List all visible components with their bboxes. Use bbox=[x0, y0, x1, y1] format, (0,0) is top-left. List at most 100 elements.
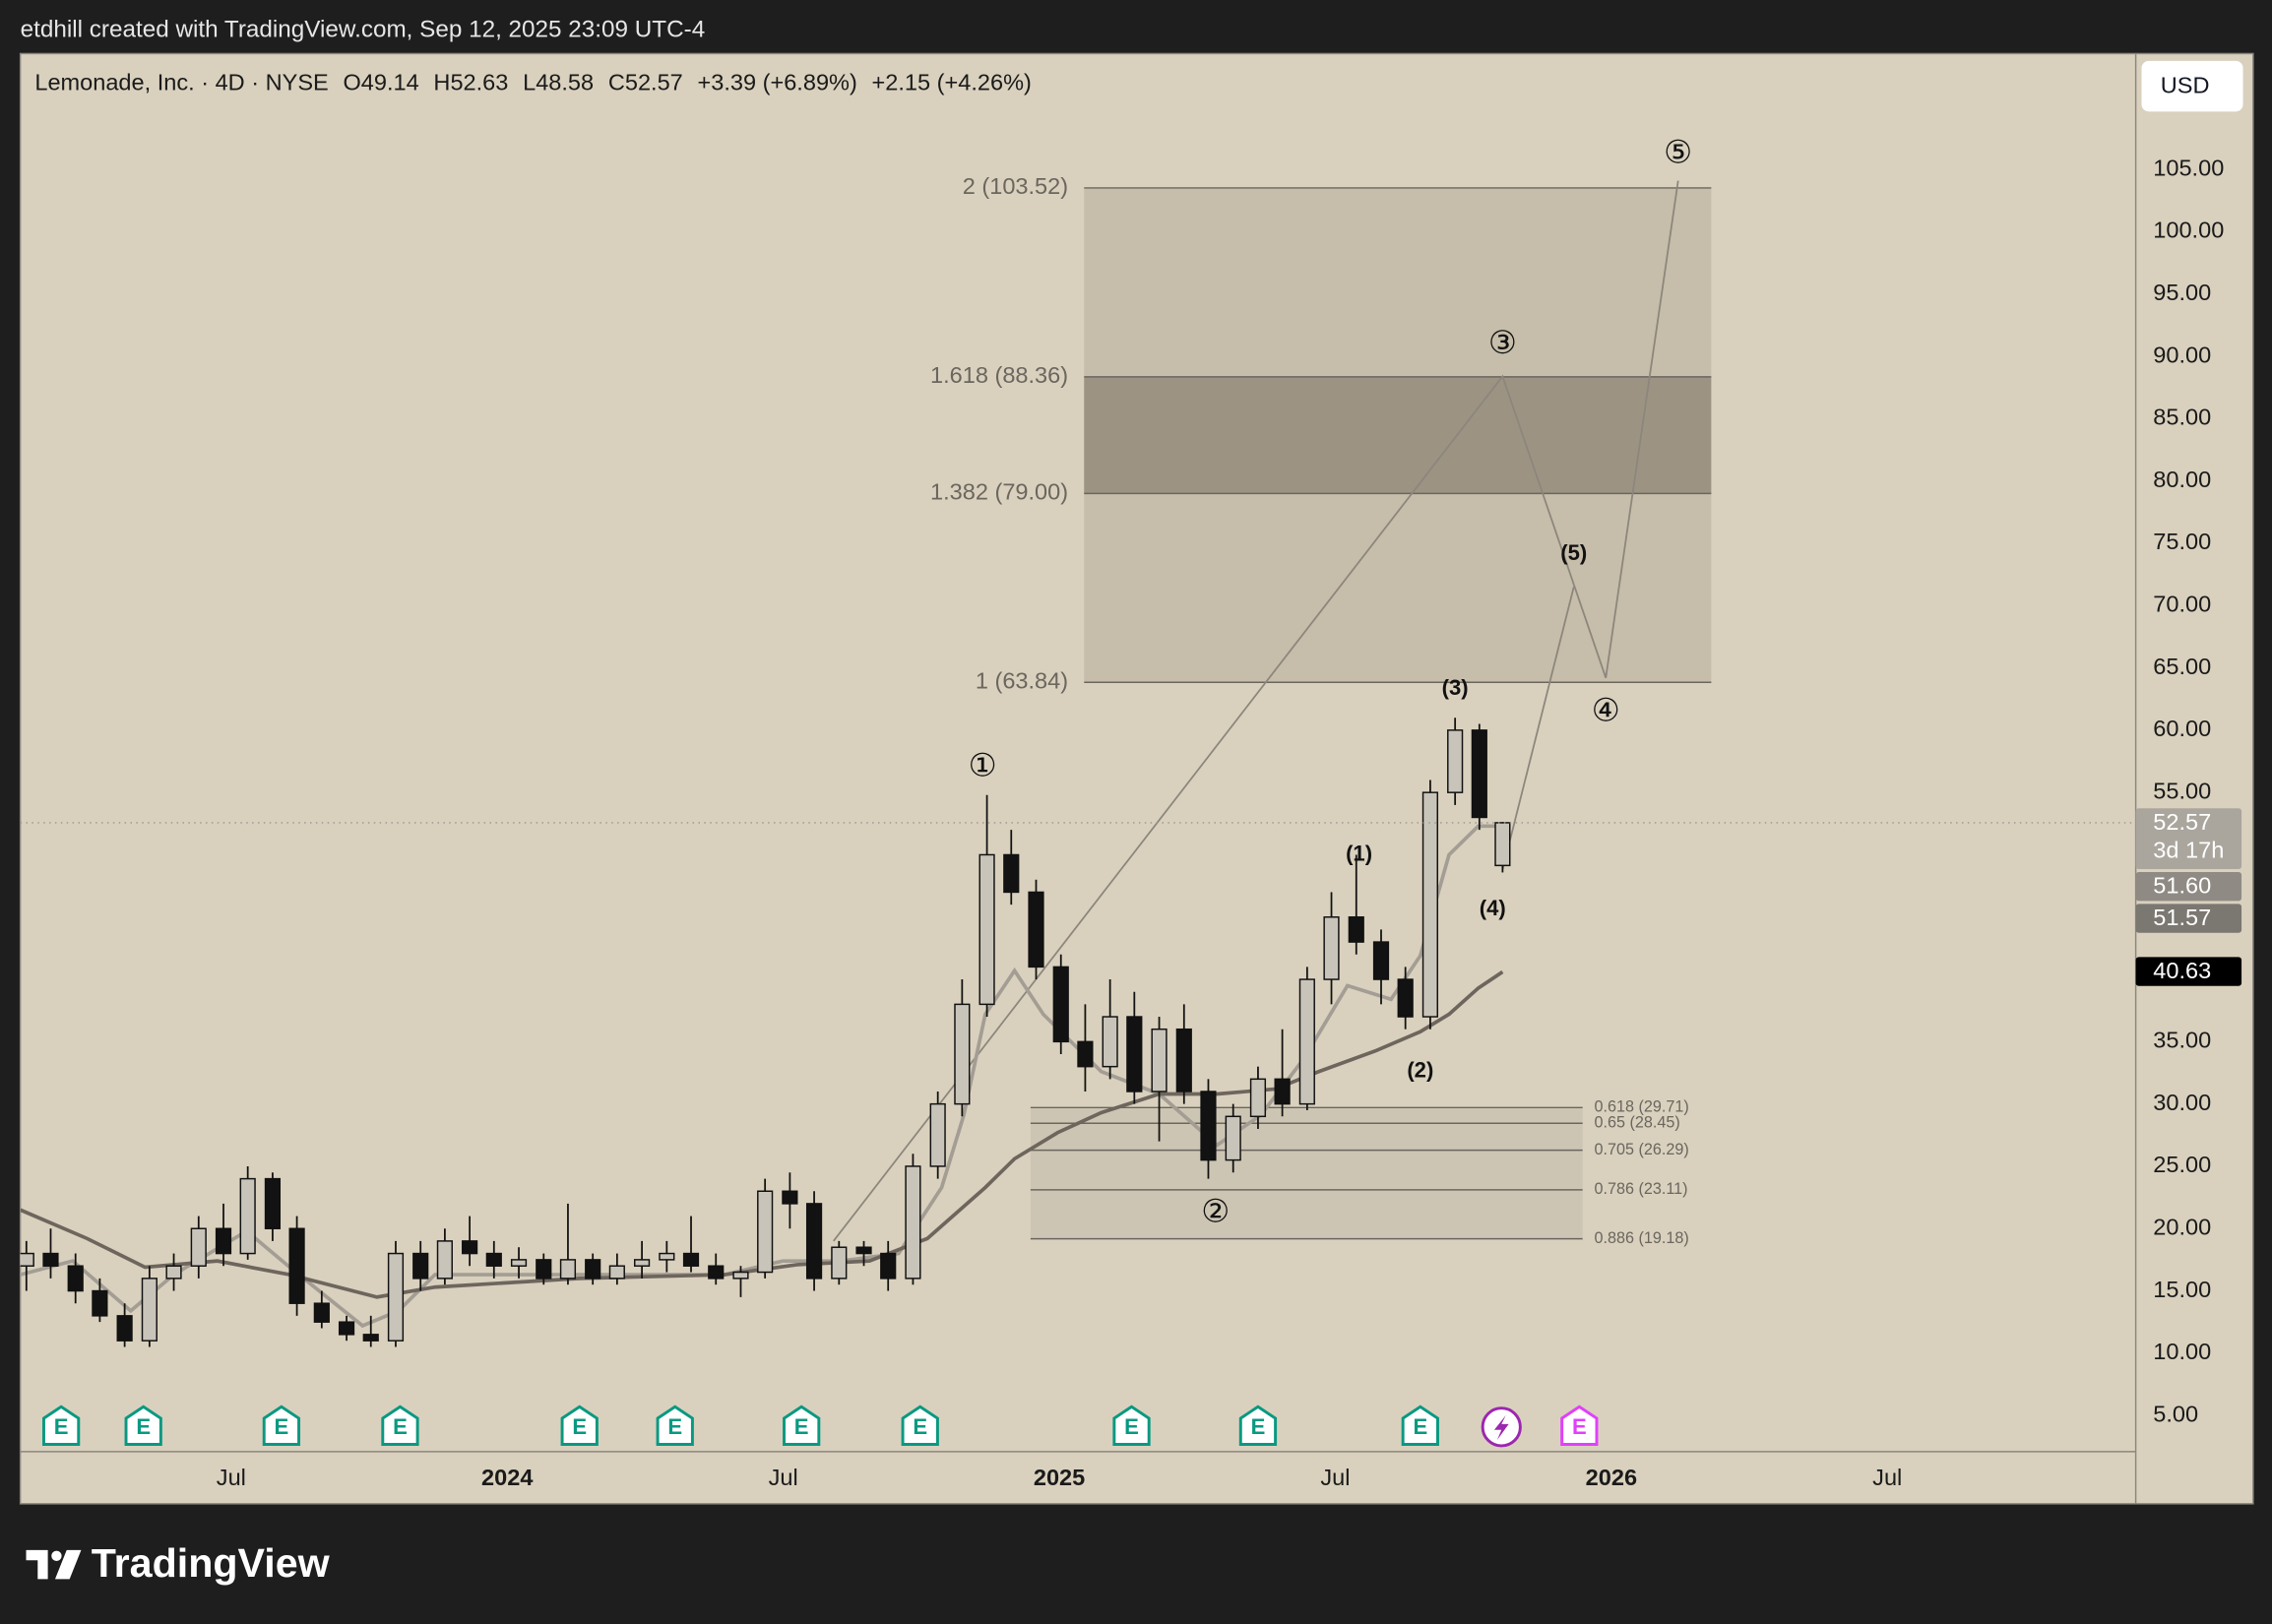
x-tick-label: 2026 bbox=[1586, 1465, 1637, 1490]
candle-body bbox=[264, 1177, 282, 1229]
event-label: E bbox=[393, 1414, 408, 1439]
currency[interactable]: USD bbox=[2161, 73, 2210, 98]
event-icon bbox=[783, 1405, 821, 1446]
y-tick-label: 60.00 bbox=[2153, 716, 2211, 741]
fib-label: 0.786 (23.11) bbox=[1594, 1180, 1687, 1198]
price-tag-label: 51.57 bbox=[2153, 905, 2211, 930]
price-tag-label: 51.60 bbox=[2153, 873, 2211, 899]
event-marker: E bbox=[1560, 1405, 1599, 1446]
event-label: E bbox=[136, 1414, 151, 1439]
candle-body bbox=[831, 1246, 848, 1280]
fib-label: 1.618 (88.36) bbox=[930, 362, 1068, 388]
fib-label: 0.886 (19.18) bbox=[1594, 1229, 1688, 1247]
candle-body bbox=[436, 1240, 453, 1280]
logo: TradingView bbox=[26, 1540, 331, 1586]
y-tick-label: 25.00 bbox=[2153, 1152, 2211, 1177]
x-tick-label: 2025 bbox=[1034, 1465, 1085, 1490]
wave-label: ④ bbox=[1592, 693, 1620, 728]
y-tick-label: 20.00 bbox=[2153, 1214, 2211, 1239]
candle-body bbox=[905, 1165, 921, 1280]
fib-label: 0.618 (29.71) bbox=[1594, 1098, 1688, 1116]
candle-body bbox=[20, 1252, 34, 1267]
event-marker: E bbox=[783, 1405, 821, 1446]
y-tick-label: 65.00 bbox=[2153, 654, 2211, 679]
y-tick-label: 10.00 bbox=[2153, 1339, 2211, 1364]
candle-body bbox=[412, 1252, 429, 1280]
y-tick-label: 30.00 bbox=[2153, 1090, 2211, 1115]
price-tag bbox=[2135, 957, 2242, 986]
candle-body bbox=[1077, 1040, 1094, 1068]
event-label: E bbox=[1251, 1414, 1266, 1439]
y-tick-label: 95.00 bbox=[2153, 280, 2211, 305]
candle-body bbox=[708, 1265, 725, 1280]
event-icon bbox=[1560, 1405, 1599, 1446]
wave-label: (2) bbox=[1407, 1058, 1433, 1083]
candle-body bbox=[659, 1252, 675, 1261]
candle-body bbox=[239, 1177, 256, 1255]
candle-body bbox=[1323, 916, 1340, 980]
y-tick-label: 35.00 bbox=[2153, 1028, 2211, 1053]
fib-label: 0.65 (28.45) bbox=[1594, 1114, 1679, 1132]
y-tick-label: 90.00 bbox=[2153, 342, 2211, 367]
x-tick-label: Jul bbox=[217, 1465, 246, 1490]
x-tick-label: Jul bbox=[769, 1465, 798, 1490]
candle-body bbox=[1028, 891, 1044, 968]
event-label: E bbox=[54, 1414, 69, 1439]
legend-value: +3.39 (+6.89%) bbox=[698, 70, 857, 95]
fib-band bbox=[1084, 376, 1712, 494]
event-marker: E bbox=[42, 1405, 81, 1446]
x-tick-label: Jul bbox=[1872, 1465, 1902, 1490]
event-marker: E bbox=[124, 1405, 162, 1446]
event-icon bbox=[1112, 1405, 1151, 1446]
event-marker: E bbox=[1401, 1405, 1439, 1446]
candle-body bbox=[462, 1240, 478, 1255]
event-icon bbox=[124, 1405, 162, 1446]
event-marker: E bbox=[262, 1405, 301, 1446]
fib-label: 1 (63.84) bbox=[976, 667, 1068, 693]
event-icon bbox=[901, 1405, 939, 1446]
candle-body bbox=[608, 1265, 625, 1280]
symbol: Lemonade, Inc. · 4D · NYSE bbox=[34, 70, 328, 95]
y-tick-label: 55.00 bbox=[2153, 778, 2211, 803]
candle-body bbox=[682, 1252, 700, 1267]
legend-value: L48.58 bbox=[523, 70, 594, 95]
y-tick-label: 70.00 bbox=[2153, 591, 2211, 616]
candle-body bbox=[215, 1227, 232, 1255]
candle-body bbox=[116, 1315, 133, 1342]
event-glyph bbox=[1493, 1415, 1509, 1441]
event-icon bbox=[42, 1405, 81, 1446]
candle-body bbox=[1126, 1016, 1143, 1093]
event-marker: E bbox=[901, 1405, 939, 1446]
axes: 5.0010.0015.0020.0025.0030.0035.0040.004… bbox=[217, 155, 2224, 1490]
candle-body bbox=[1298, 978, 1315, 1105]
currency-button[interactable] bbox=[2141, 60, 2243, 112]
candle-body bbox=[288, 1227, 305, 1304]
candle-body bbox=[880, 1252, 897, 1280]
legend-value: C52.57 bbox=[608, 70, 683, 95]
candle-body bbox=[67, 1265, 84, 1292]
y-tick-label: 80.00 bbox=[2153, 467, 2211, 492]
legend-value: H52.63 bbox=[433, 70, 508, 95]
price-tag-countdown: 3d 17h bbox=[2153, 838, 2224, 863]
event-label: E bbox=[1124, 1414, 1139, 1439]
candle-body bbox=[1175, 1028, 1192, 1093]
candle-body bbox=[1447, 729, 1464, 793]
candle-body bbox=[1397, 978, 1414, 1018]
fib-zone bbox=[1030, 1107, 1583, 1239]
candle-body bbox=[92, 1289, 108, 1317]
wave-label: (4) bbox=[1480, 896, 1506, 920]
candle-body bbox=[141, 1278, 158, 1342]
candle-body bbox=[585, 1259, 601, 1280]
caption: etdhill created with TradingView.com, Se… bbox=[21, 16, 706, 42]
price-tag-label: 40.63 bbox=[2153, 958, 2211, 983]
candle-body bbox=[1151, 1028, 1168, 1093]
y-tick-label: 75.00 bbox=[2153, 529, 2211, 554]
event-icon bbox=[656, 1405, 694, 1446]
candle-body bbox=[536, 1259, 552, 1280]
candle-body bbox=[1200, 1091, 1217, 1161]
x-tick-label: 2024 bbox=[481, 1465, 533, 1490]
event-marker: E bbox=[560, 1405, 599, 1446]
fib-label: 1.382 (79.00) bbox=[930, 479, 1068, 505]
projection-line bbox=[832, 180, 1679, 1242]
y-tick-label: 105.00 bbox=[2153, 155, 2224, 180]
